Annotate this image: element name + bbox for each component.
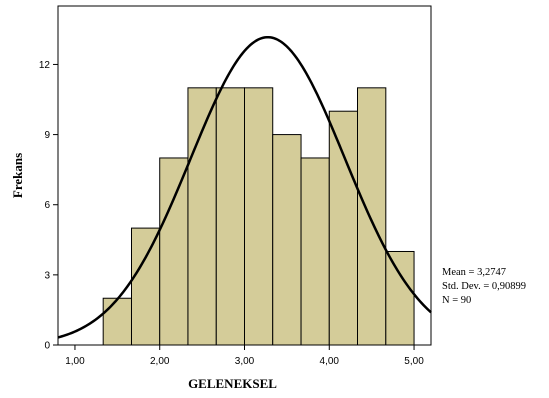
histogram-bar-10 [357, 87, 387, 346]
histogram-bar-6 [244, 87, 274, 346]
histogram-bar-7 [272, 134, 302, 346]
x-tick-label: 1,00 [65, 356, 85, 367]
x-tick-label: 5,00 [404, 356, 424, 367]
histogram-bars [102, 87, 415, 346]
histogram-bar-3 [159, 157, 189, 346]
histogram-bar-9 [328, 110, 359, 346]
mean-label: Mean = 3,2747 [442, 267, 506, 278]
y-tick-label: 12 [39, 60, 51, 71]
std-dev-label: Std. Dev. = 0,90899 [442, 281, 526, 292]
y-axis-ticks: 0 3 6 9 12 [39, 60, 58, 352]
histogram-bar-4 [187, 87, 217, 346]
x-tick-label: 3,00 [235, 356, 255, 367]
normal-curve [57, 35, 432, 339]
x-tick-label: 4,00 [320, 356, 340, 367]
histogram-bar-8 [300, 157, 330, 346]
histogram-bar-5 [215, 87, 245, 346]
x-axis-title: GELENEKSEL [188, 376, 277, 391]
n-label: N = 90 [442, 295, 472, 306]
histogram-bar-2 [130, 227, 161, 346]
x-tick-label: 2,00 [150, 356, 170, 367]
stats-legend: Mean = 3,2747 Std. Dev. = 0,90899 N = 90 [442, 266, 526, 308]
histogram-bar-11 [385, 250, 415, 346]
y-tick-label: 9 [44, 130, 50, 141]
y-tick-label: 0 [44, 341, 50, 352]
histogram-bar-1 [102, 297, 132, 346]
y-axis-title: Frekans [10, 153, 25, 198]
x-axis-ticks: 1,00 2,00 3,00 4,00 5,00 [65, 345, 424, 367]
y-tick-label: 6 [44, 200, 50, 211]
y-tick-label: 3 [44, 270, 50, 281]
